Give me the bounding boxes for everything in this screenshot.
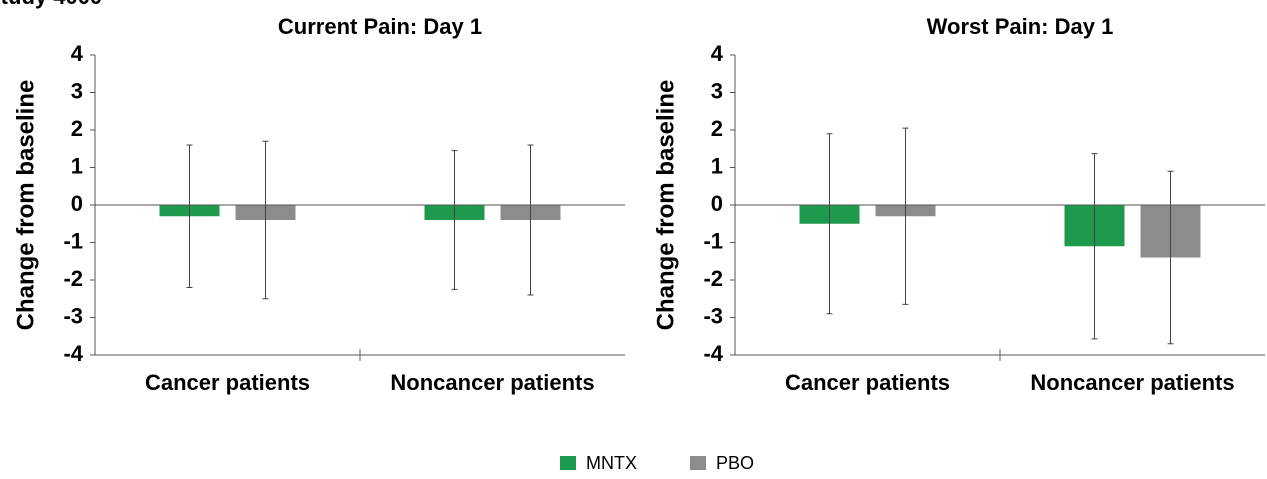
y-tick-label: 1 bbox=[71, 153, 83, 178]
y-tick-label: 1 bbox=[711, 153, 723, 178]
chart-title: Current Pain: Day 1 bbox=[278, 14, 482, 39]
y-tick-label: 4 bbox=[71, 41, 84, 66]
x-tick-label: Cancer patients bbox=[785, 370, 950, 395]
y-tick-label: -2 bbox=[63, 266, 83, 291]
y-tick-label: -1 bbox=[703, 228, 723, 253]
y-tick-label: 3 bbox=[71, 78, 83, 103]
y-axis-label: Change from baseline bbox=[12, 80, 39, 331]
y-tick-label: 0 bbox=[711, 191, 723, 216]
y-axis-label: Change from baseline bbox=[652, 80, 679, 331]
y-tick-label: -3 bbox=[63, 303, 83, 328]
legend-label: PBO bbox=[716, 453, 754, 473]
chart-title: Worst Pain: Day 1 bbox=[927, 14, 1114, 39]
y-tick-label: -4 bbox=[63, 341, 83, 366]
legend-label: MNTX bbox=[586, 453, 637, 473]
y-tick-label: 2 bbox=[711, 116, 723, 141]
legend-swatch bbox=[560, 456, 576, 470]
header-title: Study 4000 bbox=[0, 0, 102, 9]
y-tick-label: 0 bbox=[71, 191, 83, 216]
x-tick-label: Cancer patients bbox=[145, 370, 310, 395]
legend-swatch bbox=[690, 456, 706, 470]
y-tick-label: -2 bbox=[703, 266, 723, 291]
y-tick-label: 4 bbox=[711, 41, 724, 66]
y-tick-label: -1 bbox=[63, 228, 83, 253]
y-tick-label: -4 bbox=[703, 341, 723, 366]
y-tick-label: 3 bbox=[711, 78, 723, 103]
x-tick-label: Noncancer patients bbox=[390, 370, 594, 395]
x-tick-label: Noncancer patients bbox=[1030, 370, 1234, 395]
y-tick-label: 2 bbox=[71, 116, 83, 141]
y-tick-label: -3 bbox=[703, 303, 723, 328]
